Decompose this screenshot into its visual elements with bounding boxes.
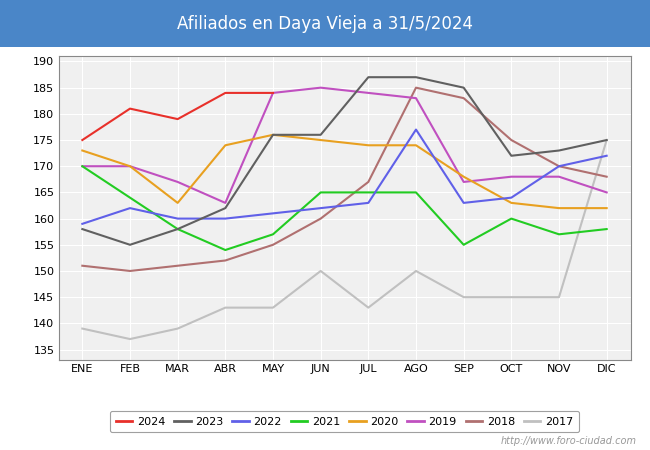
Legend: 2024, 2023, 2022, 2021, 2020, 2019, 2018, 2017: 2024, 2023, 2022, 2021, 2020, 2019, 2018… <box>111 411 578 432</box>
Text: http://www.foro-ciudad.com: http://www.foro-ciudad.com <box>501 436 637 446</box>
Text: Afiliados en Daya Vieja a 31/5/2024: Afiliados en Daya Vieja a 31/5/2024 <box>177 14 473 33</box>
